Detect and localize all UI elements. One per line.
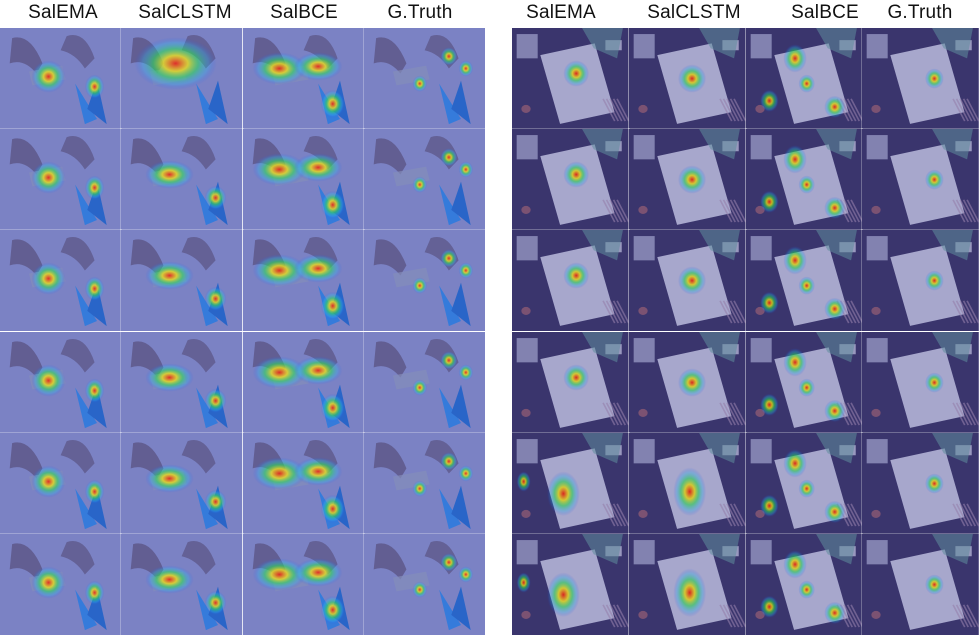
right-cell-r1-c2 xyxy=(627,26,747,131)
right-cell-r6-c1 xyxy=(511,532,630,635)
right-cell-r5-c3 xyxy=(744,431,864,535)
right-cell-r4-c3 xyxy=(744,330,864,434)
left-cell-r3-c4 xyxy=(362,229,487,333)
right-header-salclstm: SalCLSTM xyxy=(647,2,741,23)
right-cell-r2-c1 xyxy=(511,128,630,232)
left-header-salema: SalEMA xyxy=(28,2,98,23)
left-header-salclstm: SalCLSTM xyxy=(138,2,232,23)
left-cell-r2-c2 xyxy=(120,128,244,232)
right-cell-r4-c1 xyxy=(511,330,630,434)
right-cell-r4-c4 xyxy=(861,330,979,434)
left-cell-r6-c3 xyxy=(241,532,365,635)
left-cell-r2-c4 xyxy=(362,128,487,232)
left-header-gtruth: G.Truth xyxy=(387,2,453,23)
right-cell-r6-c2 xyxy=(627,532,747,635)
right-header-salema: SalEMA xyxy=(526,2,596,23)
left-cell-r5-c1 xyxy=(0,431,123,535)
left-cell-r1-c3 xyxy=(241,26,365,131)
right-cell-r5-c2 xyxy=(627,431,747,535)
left-cell-r3-c3 xyxy=(241,229,365,333)
right-saliency-panel: SalEMA SalCLSTM SalBCE G.Truth xyxy=(511,0,979,635)
left-column-headers: SalEMA SalCLSTM SalBCE G.Truth xyxy=(0,0,485,28)
left-saliency-panel: SalEMA SalCLSTM SalBCE G.Truth xyxy=(0,0,487,635)
left-cell-r6-c2 xyxy=(120,532,244,635)
left-saliency-grid xyxy=(0,26,487,635)
left-cell-r2-c3 xyxy=(241,128,365,232)
right-cell-r1-c1 xyxy=(511,26,630,131)
right-cell-r4-c2 xyxy=(627,330,747,434)
left-cell-r4-c1 xyxy=(0,330,123,434)
left-cell-r1-c4 xyxy=(362,26,487,131)
right-cell-r3-c2 xyxy=(627,229,747,333)
left-cell-r2-c1 xyxy=(0,128,123,232)
right-saliency-grid xyxy=(511,26,979,635)
right-cell-r1-c3 xyxy=(744,26,864,131)
left-header-salbce: SalBCE xyxy=(270,2,338,23)
right-cell-r6-c4 xyxy=(861,532,979,635)
left-cell-r5-c2 xyxy=(120,431,244,535)
right-cell-r3-c3 xyxy=(744,229,864,333)
left-cell-r4-c4 xyxy=(362,330,487,434)
left-cell-r3-c1 xyxy=(0,229,123,333)
left-cell-r4-c2 xyxy=(120,330,244,434)
right-header-gtruth: G.Truth xyxy=(887,2,953,23)
left-cell-r5-c3 xyxy=(241,431,365,535)
left-cell-r3-c2 xyxy=(120,229,244,333)
right-cell-r3-c4 xyxy=(861,229,979,333)
right-cell-r5-c4 xyxy=(861,431,979,535)
left-cell-r6-c4 xyxy=(362,532,487,635)
left-cell-r5-c4 xyxy=(362,431,487,535)
right-cell-r1-c4 xyxy=(861,26,979,131)
right-column-headers: SalEMA SalCLSTM SalBCE G.Truth xyxy=(512,0,979,28)
right-cell-r2-c2 xyxy=(627,128,747,232)
right-cell-r3-c1 xyxy=(511,229,630,333)
right-cell-r2-c4 xyxy=(861,128,979,232)
left-cell-r4-c3 xyxy=(241,330,365,434)
right-header-salbce: SalBCE xyxy=(791,2,859,23)
right-cell-r2-c3 xyxy=(744,128,864,232)
left-cell-r1-c2 xyxy=(120,26,244,131)
left-cell-r6-c1 xyxy=(0,532,123,635)
right-cell-r6-c3 xyxy=(744,532,864,635)
right-cell-r5-c1 xyxy=(511,431,630,535)
left-cell-r1-c1 xyxy=(0,26,123,131)
